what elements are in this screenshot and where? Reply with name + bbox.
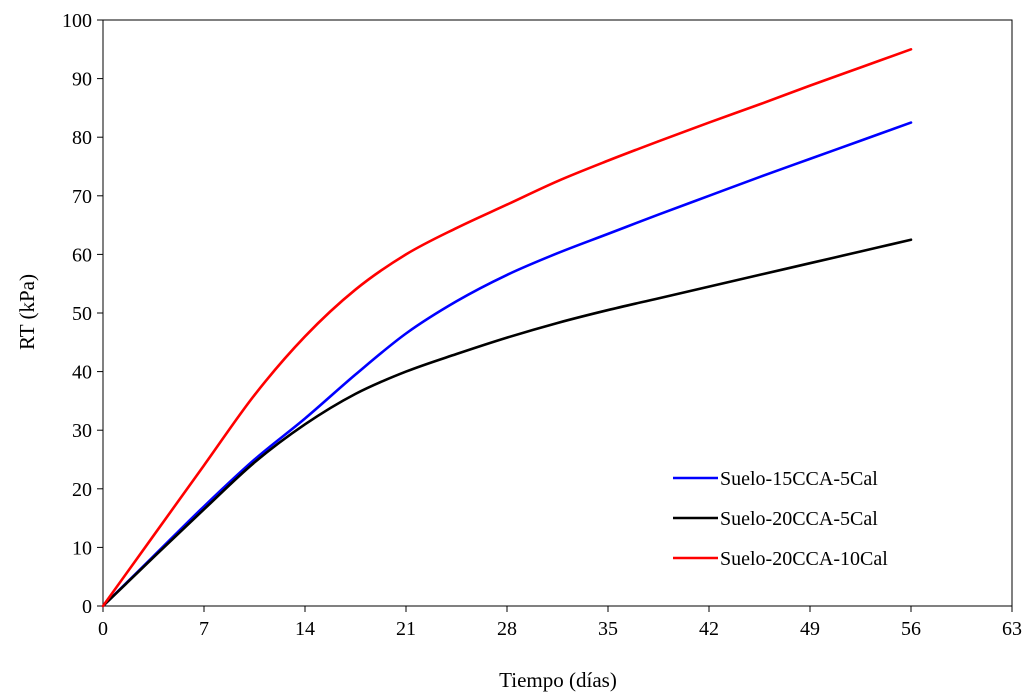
- series-line-1: [101, 121, 913, 608]
- y-tick-label: 30: [72, 420, 92, 442]
- y-tick-label: 70: [72, 186, 92, 208]
- series-line-3: [101, 48, 913, 608]
- y-tick-label: 0: [82, 596, 92, 618]
- x-tick-label: 56: [901, 618, 921, 640]
- y-tick-label: 80: [72, 127, 92, 149]
- x-tick-label: 7: [199, 618, 209, 640]
- x-tick-label: 63: [1002, 618, 1022, 640]
- y-axis-title: RT (kPa): [15, 274, 39, 350]
- x-axis-title: Tiempo (días): [499, 668, 617, 692]
- y-tick-label: 20: [72, 479, 92, 501]
- legend-label-1: Suelo-15CCA-5Cal: [720, 468, 878, 490]
- x-tick-label: 35: [598, 618, 618, 640]
- series-line-2: [101, 238, 913, 608]
- x-axis: 0 7 14 21 28 35 42 49 56 63: [98, 606, 1022, 640]
- y-axis: 0 10 20 30 40 50 60 70 80 90 100: [62, 10, 103, 618]
- legend-label-2: Suelo-20CCA-5Cal: [720, 508, 878, 530]
- x-tick-label: 21: [396, 618, 416, 640]
- y-tick-label: 90: [72, 69, 92, 91]
- legend-label-3: Suelo-20CCA-10Cal: [720, 548, 888, 570]
- y-tick-label: 60: [72, 244, 92, 266]
- y-tick-label: 10: [72, 537, 92, 559]
- series-layer: [101, 48, 913, 608]
- x-tick-label: 14: [295, 618, 315, 640]
- legend: Suelo-15CCA-5Cal Suelo-20CCA-5Cal Suelo-20…: [673, 468, 888, 570]
- x-tick-label: 42: [699, 618, 719, 640]
- y-tick-label: 50: [72, 303, 92, 325]
- y-tick-label: 40: [72, 362, 92, 384]
- x-tick-label: 0: [98, 618, 108, 640]
- x-tick-label: 49: [800, 618, 820, 640]
- x-tick-label: 28: [497, 618, 517, 640]
- y-tick-label: 100: [62, 10, 92, 32]
